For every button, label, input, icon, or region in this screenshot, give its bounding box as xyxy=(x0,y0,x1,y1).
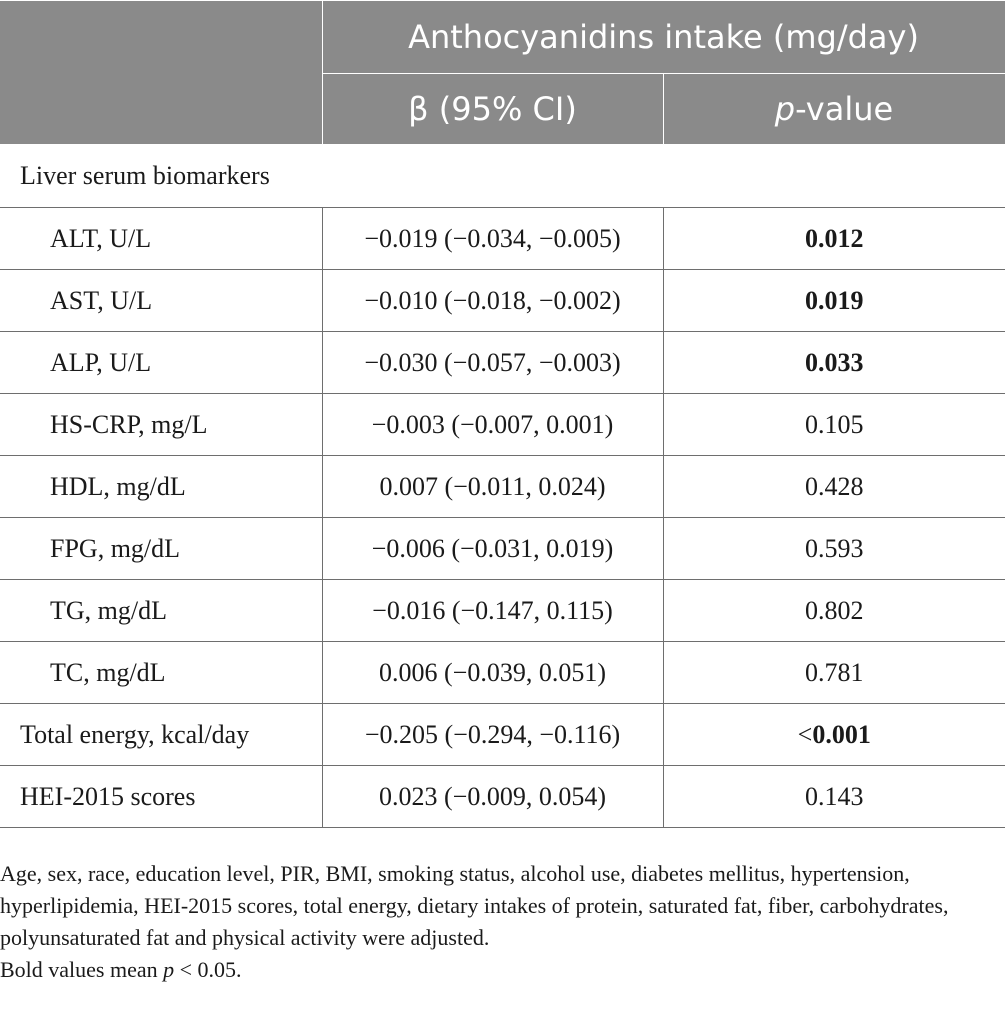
row-beta: 0.007 (−0.011, 0.024) xyxy=(321,455,664,518)
row-p-value: 0.428 xyxy=(662,455,1005,518)
row-p-value: <0.001 xyxy=(662,703,1005,766)
row-p-value: 0.802 xyxy=(662,579,1005,642)
row-label: HS-CRP, mg/L xyxy=(0,393,323,456)
table-footnote: Age, sex, race, education level, PIR, BM… xyxy=(0,858,1000,986)
row-label: ALT, U/L xyxy=(0,207,323,270)
table-row: TG, mg/dL −0.016 (−0.147, 0.115) 0.802 xyxy=(0,579,1005,642)
header-group-title: Anthocyanidins intake (mg/day) xyxy=(321,0,1005,74)
row-beta: −0.003 (−0.007, 0.001) xyxy=(321,393,664,456)
footnote-adjusted: Age, sex, race, education level, PIR, BM… xyxy=(0,861,949,950)
table-row: ALP, U/L −0.030 (−0.057, −0.003) 0.033 xyxy=(0,331,1005,394)
table-row: Total energy, kcal/day −0.205 (−0.294, −… xyxy=(0,703,1005,766)
header-p-rest: -value xyxy=(795,90,894,128)
row-beta: 0.006 (−0.039, 0.051) xyxy=(321,641,664,704)
row-beta: −0.205 (−0.294, −0.116) xyxy=(321,703,664,766)
row-p-value: 0.781 xyxy=(662,641,1005,704)
row-p-value: 0.019 xyxy=(662,269,1005,332)
row-beta: 0.023 (−0.009, 0.054) xyxy=(321,765,664,828)
row-label: HDL, mg/dL xyxy=(0,455,323,518)
row-p-value: 0.143 xyxy=(662,765,1005,828)
row-beta: −0.010 (−0.018, −0.002) xyxy=(321,269,664,332)
row-label: TG, mg/dL xyxy=(0,579,323,642)
row-p-value: 0.033 xyxy=(662,331,1005,394)
header-row-group: Anthocyanidins intake (mg/day) xyxy=(0,0,1005,145)
row-label: HEI-2015 scores xyxy=(0,765,323,828)
header-blank-cell xyxy=(0,0,323,145)
header-p-value: p-value xyxy=(662,73,1005,145)
row-p-number: 0.001 xyxy=(812,719,871,749)
row-p-value: 0.012 xyxy=(662,207,1005,270)
row-beta: −0.019 (−0.034, −0.005) xyxy=(321,207,664,270)
row-beta: −0.030 (−0.057, −0.003) xyxy=(321,331,664,394)
section-row: Liver serum biomarkers xyxy=(0,144,1005,208)
row-beta: −0.006 (−0.031, 0.019) xyxy=(321,517,664,580)
table-row: HDL, mg/dL 0.007 (−0.011, 0.024) 0.428 xyxy=(0,455,1005,518)
section-label: Liver serum biomarkers xyxy=(0,144,1005,208)
table-row: HS-CRP, mg/L −0.003 (−0.007, 0.001) 0.10… xyxy=(0,393,1005,456)
row-label: FPG, mg/dL xyxy=(0,517,323,580)
table-row: TC, mg/dL 0.006 (−0.039, 0.051) 0.781 xyxy=(0,641,1005,704)
row-p-value: 0.593 xyxy=(662,517,1005,580)
row-label: Total energy, kcal/day xyxy=(0,703,323,766)
footnote-bold-suffix: < 0.05. xyxy=(174,957,242,982)
footnote-bold-note: Bold values mean p < 0.05. xyxy=(0,954,1000,986)
header-p-italic: p xyxy=(774,90,796,128)
table-row: AST, U/L −0.010 (−0.018, −0.002) 0.019 xyxy=(0,269,1005,332)
header-beta-ci: β (95% CI) xyxy=(321,73,664,145)
row-p-value: 0.105 xyxy=(662,393,1005,456)
row-label: TC, mg/dL xyxy=(0,641,323,704)
footnote-bold-prefix: Bold values mean xyxy=(0,957,164,982)
row-p-prefix: < xyxy=(797,719,813,749)
footnote-bold-p: p xyxy=(163,957,175,982)
row-beta: −0.016 (−0.147, 0.115) xyxy=(321,579,664,642)
table-row: FPG, mg/dL −0.006 (−0.031, 0.019) 0.593 xyxy=(0,517,1005,580)
table-row: HEI-2015 scores 0.023 (−0.009, 0.054) 0.… xyxy=(0,765,1005,828)
header-row-columns: β (95% CI) p-value xyxy=(0,73,1005,145)
row-label: AST, U/L xyxy=(0,269,323,332)
row-label: ALP, U/L xyxy=(0,331,323,394)
results-table: Anthocyanidins intake (mg/day) β (95% CI… xyxy=(0,0,1005,828)
table-row: ALT, U/L −0.019 (−0.034, −0.005) 0.012 xyxy=(0,207,1005,270)
